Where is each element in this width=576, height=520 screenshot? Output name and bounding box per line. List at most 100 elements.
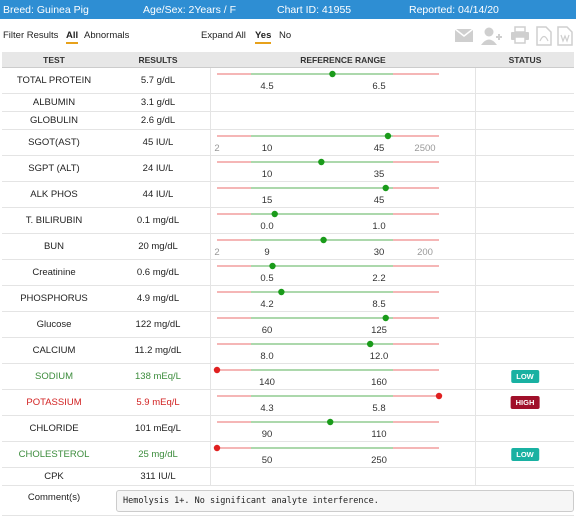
result-marker (382, 314, 389, 322)
reference-range-cell: 15 45 (210, 182, 476, 207)
range-min-label: 2 (214, 247, 220, 258)
range-high-label: 12.0 (369, 351, 389, 362)
range-min-label: 2 (214, 143, 220, 154)
chart-id-label: Chart ID: 41955 (277, 3, 352, 16)
result-marker (329, 70, 336, 78)
reference-range-cell (210, 94, 476, 111)
results-grid: TEST RESULTS REFERENCE RANGE STATUS TOTA… (2, 52, 574, 516)
comments-row: Comment(s) (2, 486, 574, 516)
range-max-label: 200 (417, 247, 433, 258)
status-cell: HIGH (476, 390, 574, 415)
result-marker (318, 158, 325, 166)
breed-label: Breed: Guinea Pig (3, 3, 89, 16)
filter-results-label: Filter Results (3, 30, 59, 41)
range-bar (217, 392, 443, 400)
status-cell (476, 182, 574, 207)
range-low-label: 0.0 (260, 221, 274, 232)
result-marker (366, 340, 374, 348)
test-result: 11.2 mg/dL (134, 345, 182, 356)
test-name: BUN (43, 241, 65, 252)
word-icon[interactable] (557, 26, 573, 46)
test-name: SGPT (ALT) (28, 163, 80, 174)
test-name: CHLORIDE (29, 423, 79, 434)
range-high-label: 125 (371, 325, 387, 336)
range-low-label: 4.2 (260, 299, 274, 310)
table-row: CHLORIDE 101 mEq/L 90 110 (2, 416, 574, 442)
expand-no-option[interactable]: No (279, 30, 292, 41)
age-sex-label: Age/Sex: 2Years / F (143, 3, 236, 16)
range-low-label: 0.5 (260, 273, 274, 284)
filter-abnormals-option[interactable]: Abnormals (84, 30, 130, 41)
test-name: ALK PHOS (30, 189, 78, 200)
result-marker (278, 288, 285, 296)
test-result: 3.1 g/dL (140, 97, 176, 108)
range-low-label: 90 (261, 429, 273, 440)
range-high-label: 1.0 (372, 221, 386, 232)
range-bar (217, 70, 439, 78)
reference-range-cell: 4.5 6.5 (210, 68, 476, 93)
filter-all-option[interactable]: All (66, 30, 79, 44)
test-result: 5.9 mEq/L (136, 397, 180, 408)
result-marker (327, 418, 334, 426)
test-result: 4.9 mg/dL (136, 293, 180, 304)
test-result: 44 IU/L (142, 189, 174, 200)
pdf-icon[interactable] (536, 26, 552, 46)
test-name: GLOBULIN (29, 115, 79, 126)
table-row: TOTAL PROTEIN 5.7 g/dL 4.5 6.5 (2, 68, 574, 94)
range-high-label: 45 (373, 143, 385, 154)
status-cell: LOW (476, 442, 574, 467)
envelope-icon[interactable] (454, 26, 474, 44)
table-row: CALCIUM 11.2 mg/dL 8.0 12.0 (2, 338, 574, 364)
expand-yes-option[interactable]: Yes (255, 30, 272, 44)
result-marker (213, 366, 221, 374)
add-user-icon[interactable] (479, 26, 503, 46)
results-column-header: RESULTS (138, 54, 178, 65)
range-high-label: 5.8 (372, 403, 386, 414)
status-cell (476, 338, 574, 363)
printer-icon[interactable] (510, 26, 530, 44)
table-row: SODIUM 138 mEq/L 140 160 LOW (2, 364, 574, 390)
reference-range-cell: 60 125 (210, 312, 476, 337)
status-cell (476, 260, 574, 285)
range-bar (217, 262, 439, 270)
test-result: 2.6 g/dL (140, 115, 176, 126)
range-low-label: 50 (261, 455, 273, 466)
table-row: CHOLESTEROL 25 mg/dL 50 250 LOW (2, 442, 574, 468)
table-row: SGOT(AST) 45 IU/L 2 10 45 2500 (2, 130, 574, 156)
test-name: TOTAL PROTEIN (16, 75, 92, 86)
reference-range-cell: 8.0 12.0 (210, 338, 476, 363)
test-result: 138 mEq/L (135, 371, 181, 382)
status-cell (476, 234, 574, 259)
range-low-label: 60 (261, 325, 273, 336)
table-row: BUN 20 mg/dL 2 9 30 200 (2, 234, 574, 260)
table-row: ALK PHOS 44 IU/L 15 45 (2, 182, 574, 208)
range-bar (213, 366, 439, 374)
range-low-label: 140 (259, 377, 275, 388)
reference-range-cell (210, 468, 476, 485)
reported-date-label: Reported: 04/14/20 (409, 3, 499, 16)
range-bar (217, 184, 439, 192)
table-row: SGPT (ALT) 24 IU/L 10 35 (2, 156, 574, 182)
result-marker (269, 262, 276, 270)
test-name: CPK (44, 471, 64, 482)
test-name: Glucose (36, 319, 72, 330)
table-row: CPK 311 IU/L (2, 468, 574, 486)
test-name: CHOLESTEROL (18, 449, 90, 460)
reference-range-cell: 50 250 (210, 442, 476, 467)
reference-range-cell: 4.2 8.5 (210, 286, 476, 311)
table-row: PHOSPHORUS 4.9 mg/dL 4.2 8.5 (2, 286, 574, 312)
range-low-label: 4.5 (260, 81, 274, 92)
status-cell (476, 130, 574, 155)
reference-range-cell: 10 35 (210, 156, 476, 181)
table-row: GLOBULIN 2.6 g/dL (2, 112, 574, 130)
range-high-label: 8.5 (372, 299, 386, 310)
result-marker (382, 184, 389, 192)
range-high-label: 6.5 (372, 81, 386, 92)
range-low-label: 9 (264, 247, 270, 258)
range-bar (217, 210, 439, 218)
status-cell: LOW (476, 364, 574, 389)
range-bar (217, 236, 439, 244)
range-low-label: 4.3 (260, 403, 274, 414)
test-name: CALCIUM (32, 345, 76, 356)
range-bar (217, 158, 439, 166)
